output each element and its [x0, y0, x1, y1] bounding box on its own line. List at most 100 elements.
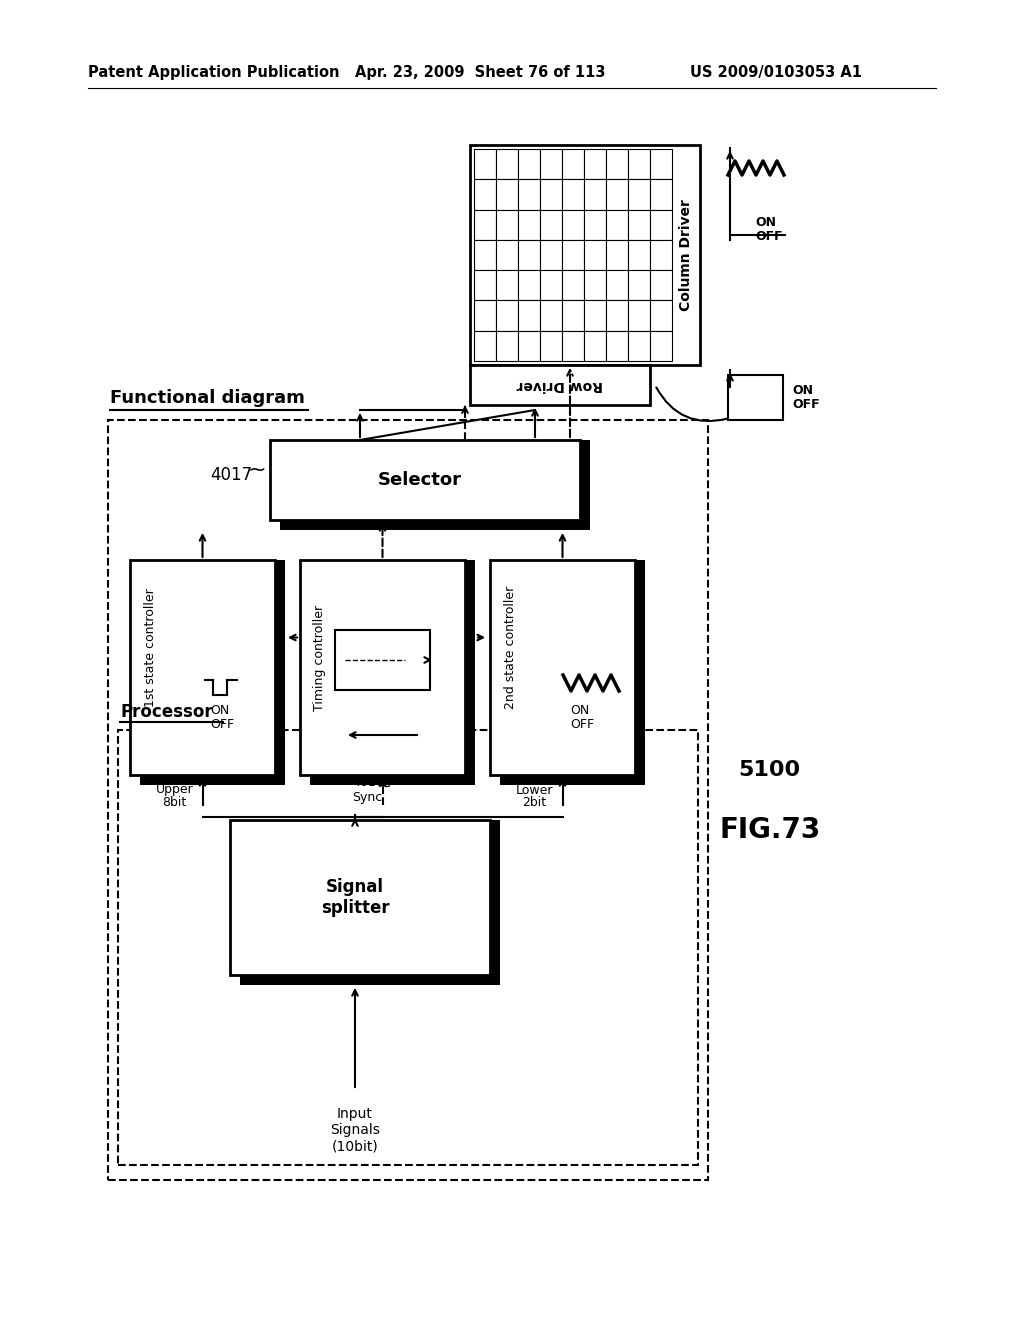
Text: OFF: OFF — [210, 718, 234, 731]
Bar — [562, 331, 584, 360]
Bar — [562, 210, 584, 240]
Bar — [470, 366, 650, 405]
Bar — [650, 149, 672, 180]
Bar — [650, 301, 672, 331]
Bar — [230, 820, 490, 975]
Bar — [606, 271, 628, 301]
Bar — [490, 560, 635, 775]
Bar — [650, 331, 672, 360]
Text: Functional diagram: Functional diagram — [110, 389, 305, 407]
Bar — [140, 775, 285, 785]
Bar — [496, 180, 518, 210]
Bar — [474, 210, 496, 240]
Bar — [650, 271, 672, 301]
Bar — [500, 775, 645, 785]
Text: FIG.73: FIG.73 — [720, 816, 821, 843]
Text: US 2009/0103053 A1: US 2009/0103053 A1 — [690, 65, 862, 79]
Text: Timing controller: Timing controller — [313, 605, 327, 710]
Bar — [496, 271, 518, 301]
Bar — [584, 240, 606, 271]
Bar — [474, 149, 496, 180]
Bar — [496, 149, 518, 180]
Text: 5100: 5100 — [738, 760, 800, 780]
Bar — [518, 271, 540, 301]
Text: ON: ON — [755, 215, 776, 228]
Text: ~: ~ — [248, 459, 266, 480]
Bar — [628, 210, 650, 240]
Bar — [562, 149, 584, 180]
Bar — [496, 240, 518, 271]
Bar — [275, 560, 285, 775]
Bar — [628, 149, 650, 180]
Bar — [635, 560, 645, 775]
Bar — [518, 301, 540, 331]
Text: Row Driver: Row Driver — [517, 378, 603, 392]
Text: ON: ON — [210, 704, 229, 717]
Bar — [518, 180, 540, 210]
Text: OFF: OFF — [755, 231, 782, 243]
Bar — [562, 271, 584, 301]
Bar — [628, 240, 650, 271]
Text: 1st state controller: 1st state controller — [143, 589, 157, 708]
Bar — [650, 210, 672, 240]
Bar — [300, 560, 465, 775]
Text: ON: ON — [570, 704, 589, 717]
Bar — [584, 331, 606, 360]
Bar — [562, 301, 584, 331]
Bar — [474, 240, 496, 271]
Bar — [540, 180, 562, 210]
Bar — [584, 180, 606, 210]
Bar — [606, 331, 628, 360]
Bar — [584, 271, 606, 301]
Bar — [270, 440, 580, 520]
Bar — [280, 520, 590, 531]
Bar — [474, 271, 496, 301]
Bar — [474, 301, 496, 331]
Text: Apr. 23, 2009  Sheet 76 of 113: Apr. 23, 2009 Sheet 76 of 113 — [355, 65, 605, 79]
Bar — [650, 180, 672, 210]
Bar — [606, 149, 628, 180]
Bar — [518, 240, 540, 271]
Bar — [584, 210, 606, 240]
Bar — [335, 630, 430, 690]
Bar — [240, 975, 500, 985]
Text: Signal
splitter: Signal splitter — [321, 878, 389, 917]
Bar — [496, 301, 518, 331]
Bar — [628, 180, 650, 210]
Bar — [108, 420, 708, 1180]
Bar — [470, 145, 700, 366]
Bar — [540, 271, 562, 301]
Bar — [474, 180, 496, 210]
Bar — [540, 240, 562, 271]
Text: 4017: 4017 — [210, 466, 252, 484]
Text: Column Driver: Column Driver — [679, 199, 693, 312]
Text: 4016: 4016 — [352, 776, 384, 788]
Bar — [606, 210, 628, 240]
Text: ~: ~ — [378, 777, 391, 796]
Bar — [518, 331, 540, 360]
Bar — [465, 560, 475, 775]
Text: Processor: Processor — [120, 704, 213, 721]
Bar — [584, 149, 606, 180]
Bar — [474, 331, 496, 360]
Text: 2nd state controller: 2nd state controller — [504, 586, 516, 709]
Bar — [606, 301, 628, 331]
Bar — [628, 301, 650, 331]
Bar — [540, 331, 562, 360]
Bar — [130, 560, 275, 775]
Bar — [118, 730, 698, 1166]
Text: Selector: Selector — [378, 471, 462, 488]
Bar — [540, 301, 562, 331]
Bar — [728, 375, 783, 420]
Text: Sync: Sync — [352, 792, 383, 804]
Bar — [580, 440, 590, 520]
Bar — [584, 301, 606, 331]
Text: OFF: OFF — [570, 718, 594, 731]
Bar — [606, 180, 628, 210]
Text: Upper: Upper — [156, 784, 194, 796]
Text: 2bit: 2bit — [522, 796, 547, 809]
Bar — [310, 775, 475, 785]
Bar — [650, 240, 672, 271]
Bar — [518, 149, 540, 180]
Bar — [606, 240, 628, 271]
